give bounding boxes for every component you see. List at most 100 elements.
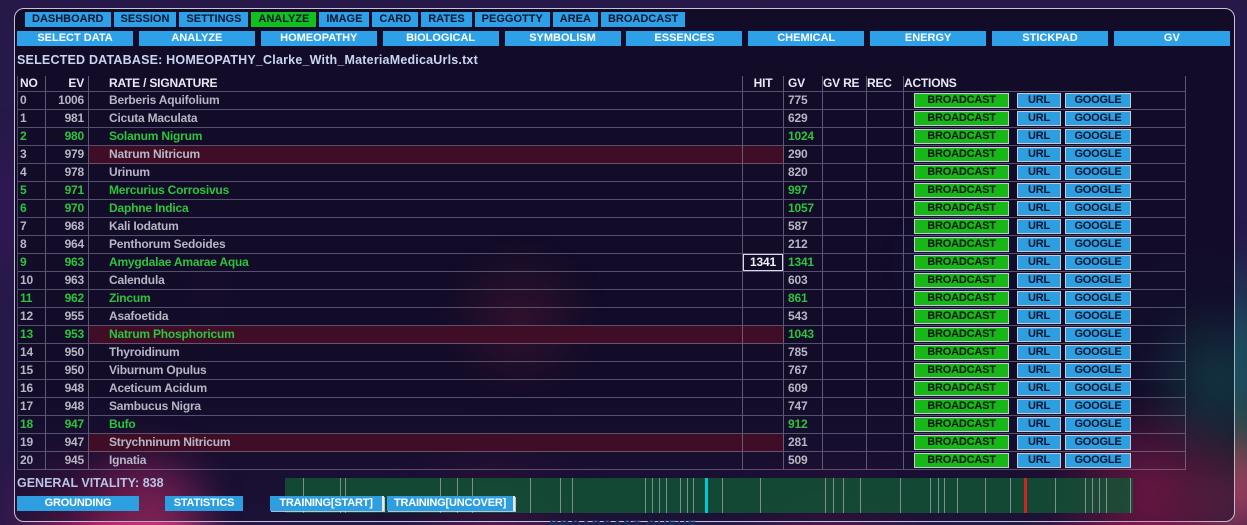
google-button[interactable]: GOOGLE [1065, 165, 1131, 180]
category-homeopathy-button[interactable]: HOMEOPATHY [260, 31, 377, 46]
tab-image[interactable]: IMAGE [319, 12, 370, 27]
google-button[interactable]: GOOGLE [1065, 237, 1131, 252]
category-biological-button[interactable]: BIOLOGICAL [382, 31, 499, 46]
category-stickpad-button[interactable]: STICKPAD [992, 31, 1108, 46]
tab-card[interactable]: CARD [372, 12, 419, 27]
broadcast-button[interactable]: BROADCAST [914, 399, 1009, 414]
grounding-button[interactable]: GROUNDING [17, 496, 139, 511]
google-button[interactable]: GOOGLE [1065, 93, 1131, 108]
broadcast-button[interactable]: BROADCAST [914, 111, 1009, 126]
rate-signature-cell[interactable]: Viburnum Opulus [89, 362, 743, 380]
url-button[interactable]: URL [1017, 291, 1061, 306]
url-button[interactable]: URL [1017, 345, 1061, 360]
tab-analyze[interactable]: ANALYZE [251, 12, 317, 27]
rate-signature-cell[interactable]: Kali Iodatum [89, 218, 743, 236]
broadcast-button[interactable]: BROADCAST [914, 381, 1009, 396]
broadcast-button[interactable]: BROADCAST [914, 201, 1009, 216]
url-button[interactable]: URL [1017, 165, 1061, 180]
url-button[interactable]: URL [1017, 255, 1061, 270]
rate-signature-cell[interactable]: Ignatia [89, 452, 743, 470]
category-essences-button[interactable]: ESSENCES [626, 31, 743, 46]
google-button[interactable]: GOOGLE [1065, 183, 1131, 198]
category-energy-button[interactable]: ENERGY [870, 31, 987, 46]
rate-signature-cell[interactable]: Zincum [89, 290, 743, 308]
tab-settings[interactable]: SETTINGS [179, 12, 249, 27]
url-button[interactable]: URL [1017, 309, 1061, 324]
category-select-data-button[interactable]: SELECT DATA [17, 31, 133, 46]
rate-signature-cell[interactable]: Bufo [89, 416, 743, 434]
url-button[interactable]: URL [1017, 273, 1061, 288]
rate-signature-cell[interactable]: Asafoetida [89, 308, 743, 326]
broadcast-button[interactable]: BROADCAST [914, 273, 1009, 288]
google-button[interactable]: GOOGLE [1065, 309, 1131, 324]
url-button[interactable]: URL [1017, 417, 1061, 432]
broadcast-button[interactable]: BROADCAST [914, 453, 1009, 468]
tab-peggotty[interactable]: PEGGOTTY [474, 12, 550, 27]
broadcast-button[interactable]: BROADCAST [914, 309, 1009, 324]
tab-broadcast[interactable]: BROADCAST [600, 12, 686, 27]
broadcast-button[interactable]: BROADCAST [914, 417, 1009, 432]
google-button[interactable]: GOOGLE [1065, 381, 1131, 396]
tab-dashboard[interactable]: DASHBOARD [25, 12, 111, 27]
tab-session[interactable]: SESSION [113, 12, 177, 27]
google-button[interactable]: GOOGLE [1065, 147, 1131, 162]
google-button[interactable]: GOOGLE [1065, 255, 1131, 270]
broadcast-button[interactable]: BROADCAST [914, 147, 1009, 162]
rate-signature-cell[interactable]: Urinum [89, 164, 743, 182]
rate-signature-cell[interactable]: Aceticum Acidum [89, 380, 743, 398]
rate-signature-cell[interactable]: Natrum Phosphoricum [89, 326, 743, 344]
url-button[interactable]: URL [1017, 93, 1061, 108]
rate-signature-cell[interactable]: Daphne Indica [89, 200, 743, 218]
broadcast-button[interactable]: BROADCAST [914, 255, 1009, 270]
url-button[interactable]: URL [1017, 147, 1061, 162]
url-button[interactable]: URL [1017, 129, 1061, 144]
rate-signature-cell[interactable]: Sambucus Nigra [89, 398, 743, 416]
broadcast-button[interactable]: BROADCAST [914, 183, 1009, 198]
tab-area[interactable]: AREA [552, 12, 598, 27]
google-button[interactable]: GOOGLE [1065, 291, 1131, 306]
url-button[interactable]: URL [1017, 363, 1061, 378]
google-button[interactable]: GOOGLE [1065, 345, 1131, 360]
google-button[interactable]: GOOGLE [1065, 399, 1131, 414]
google-button[interactable]: GOOGLE [1065, 453, 1131, 468]
url-button[interactable]: URL [1017, 453, 1061, 468]
google-button[interactable]: GOOGLE [1065, 273, 1131, 288]
google-button[interactable]: GOOGLE [1065, 363, 1131, 378]
broadcast-button[interactable]: BROADCAST [914, 291, 1009, 306]
broadcast-button[interactable]: BROADCAST [914, 435, 1009, 450]
url-button[interactable]: URL [1017, 399, 1061, 414]
broadcast-button[interactable]: BROADCAST [914, 129, 1009, 144]
training-start-button[interactable]: TRAINING[START] [270, 496, 384, 511]
rate-signature-cell[interactable]: Natrum Nitricum [89, 146, 743, 164]
rate-signature-cell[interactable]: Cicuta Maculata [89, 110, 743, 128]
url-button[interactable]: URL [1017, 219, 1061, 234]
url-button[interactable]: URL [1017, 435, 1061, 450]
google-button[interactable]: GOOGLE [1065, 435, 1131, 450]
google-button[interactable]: GOOGLE [1065, 201, 1131, 216]
training-uncover-button[interactable]: TRAINING[UNCOVER] [387, 496, 515, 511]
rate-signature-cell[interactable]: Solanum Nigrum [89, 128, 743, 146]
rate-signature-cell[interactable]: Penthorum Sedoides [89, 236, 743, 254]
category-analyze-button[interactable]: ANALYZE [138, 31, 255, 46]
url-button[interactable]: URL [1017, 201, 1061, 216]
statistics-button[interactable]: STATISTICS [165, 496, 243, 511]
rate-signature-cell[interactable]: Amygdalae Amarae Aqua [89, 254, 743, 272]
broadcast-button[interactable]: BROADCAST [914, 363, 1009, 378]
google-button[interactable]: GOOGLE [1065, 111, 1131, 126]
url-button[interactable]: URL [1017, 327, 1061, 342]
rate-signature-cell[interactable]: Mercurius Corrosivus [89, 182, 743, 200]
url-button[interactable]: URL [1017, 183, 1061, 198]
rate-signature-cell[interactable]: Calendula [89, 272, 743, 290]
category-chemical-button[interactable]: CHEMICAL [748, 31, 865, 46]
tab-rates[interactable]: RATES [421, 12, 472, 27]
rate-signature-cell[interactable]: Strychninum Nitricum [89, 434, 743, 452]
google-button[interactable]: GOOGLE [1065, 129, 1131, 144]
google-button[interactable]: GOOGLE [1065, 417, 1131, 432]
broadcast-button[interactable]: BROADCAST [914, 93, 1009, 108]
broadcast-button[interactable]: BROADCAST [914, 219, 1009, 234]
broadcast-button[interactable]: BROADCAST [914, 237, 1009, 252]
google-button[interactable]: GOOGLE [1065, 219, 1131, 234]
category-gv-button[interactable]: GV [1113, 31, 1230, 46]
google-button[interactable]: GOOGLE [1065, 327, 1131, 342]
broadcast-button[interactable]: BROADCAST [914, 165, 1009, 180]
